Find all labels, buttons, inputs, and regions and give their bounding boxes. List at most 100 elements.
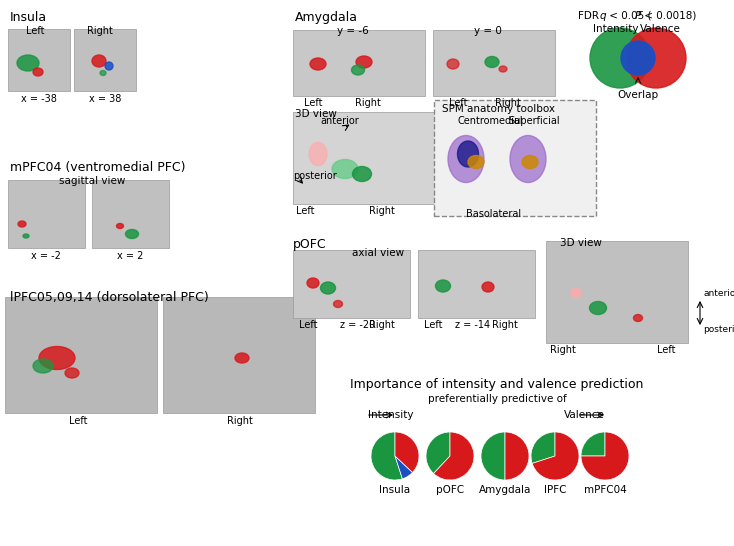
Bar bbox=[433, 30, 555, 96]
Ellipse shape bbox=[235, 353, 249, 363]
Bar bbox=[163, 297, 315, 413]
Text: Right: Right bbox=[550, 345, 576, 355]
Text: Right: Right bbox=[355, 98, 381, 108]
Ellipse shape bbox=[23, 234, 29, 238]
Ellipse shape bbox=[310, 58, 326, 70]
Text: sagittal view: sagittal view bbox=[59, 176, 126, 186]
Text: Right: Right bbox=[495, 98, 521, 108]
Ellipse shape bbox=[468, 156, 484, 169]
Text: Valence: Valence bbox=[564, 410, 605, 420]
Bar bbox=[8, 29, 70, 91]
Text: P: P bbox=[635, 11, 642, 21]
Wedge shape bbox=[532, 432, 579, 480]
Text: z = -20: z = -20 bbox=[341, 320, 376, 330]
Text: posterior: posterior bbox=[703, 325, 734, 335]
Ellipse shape bbox=[17, 55, 39, 71]
Ellipse shape bbox=[39, 347, 75, 370]
Text: Right: Right bbox=[87, 26, 113, 36]
Ellipse shape bbox=[448, 135, 484, 182]
Text: Centromedial: Centromedial bbox=[458, 116, 523, 126]
Bar bbox=[92, 180, 169, 248]
Bar bbox=[293, 30, 425, 96]
Wedge shape bbox=[531, 432, 555, 464]
Ellipse shape bbox=[100, 70, 106, 75]
Ellipse shape bbox=[33, 68, 43, 76]
Ellipse shape bbox=[332, 159, 358, 179]
Text: posterior: posterior bbox=[293, 171, 337, 181]
Bar bbox=[418, 250, 535, 318]
Text: Amygdala: Amygdala bbox=[295, 11, 358, 24]
Text: x = 38: x = 38 bbox=[89, 94, 121, 104]
Text: Left: Left bbox=[448, 98, 468, 108]
Ellipse shape bbox=[33, 359, 53, 373]
Text: Overlap: Overlap bbox=[617, 90, 658, 100]
Text: lPFC05,09,14 (dorsolateral PFC): lPFC05,09,14 (dorsolateral PFC) bbox=[10, 291, 208, 304]
Text: Basolateral: Basolateral bbox=[466, 209, 521, 219]
Ellipse shape bbox=[356, 56, 372, 68]
Circle shape bbox=[626, 28, 686, 88]
Text: Left: Left bbox=[304, 98, 322, 108]
Text: Left: Left bbox=[299, 320, 317, 330]
Ellipse shape bbox=[307, 278, 319, 288]
Ellipse shape bbox=[482, 282, 494, 292]
Text: q: q bbox=[600, 11, 606, 21]
Ellipse shape bbox=[309, 143, 327, 165]
Ellipse shape bbox=[589, 301, 606, 314]
Wedge shape bbox=[481, 432, 505, 480]
Ellipse shape bbox=[352, 167, 371, 181]
Text: < 0.05 (: < 0.05 ( bbox=[606, 11, 652, 21]
Text: Right: Right bbox=[492, 320, 518, 330]
Ellipse shape bbox=[18, 221, 26, 227]
Ellipse shape bbox=[510, 135, 546, 182]
Wedge shape bbox=[581, 432, 605, 456]
Text: pOFC: pOFC bbox=[293, 238, 327, 251]
Circle shape bbox=[590, 28, 650, 88]
Text: anterior: anterior bbox=[703, 289, 734, 299]
Bar bbox=[5, 297, 157, 413]
Wedge shape bbox=[434, 432, 474, 480]
Text: mPFC04 (ventromedial PFC): mPFC04 (ventromedial PFC) bbox=[10, 161, 186, 174]
Text: Intensity: Intensity bbox=[593, 24, 639, 34]
Ellipse shape bbox=[65, 368, 79, 378]
Wedge shape bbox=[426, 432, 450, 473]
Text: pOFC: pOFC bbox=[436, 485, 464, 495]
Wedge shape bbox=[581, 432, 629, 480]
Text: x = -38: x = -38 bbox=[21, 94, 57, 104]
Ellipse shape bbox=[570, 288, 581, 298]
Ellipse shape bbox=[447, 59, 459, 69]
Text: Superficial: Superficial bbox=[508, 116, 559, 126]
Bar bbox=[293, 250, 410, 318]
Ellipse shape bbox=[485, 56, 499, 68]
Text: Left: Left bbox=[69, 416, 87, 426]
Bar bbox=[74, 29, 136, 91]
Ellipse shape bbox=[117, 223, 123, 228]
Wedge shape bbox=[371, 432, 402, 480]
Text: FDR: FDR bbox=[578, 11, 603, 21]
FancyBboxPatch shape bbox=[434, 100, 596, 216]
Bar bbox=[546, 241, 688, 343]
Text: Importance of intensity and valence prediction: Importance of intensity and valence pred… bbox=[350, 378, 644, 391]
Ellipse shape bbox=[333, 300, 343, 307]
Text: Right: Right bbox=[369, 206, 395, 216]
Text: lPFC: lPFC bbox=[544, 485, 566, 495]
Ellipse shape bbox=[105, 62, 113, 70]
Wedge shape bbox=[395, 432, 419, 472]
Wedge shape bbox=[395, 456, 413, 479]
Text: Valence: Valence bbox=[639, 24, 680, 34]
Ellipse shape bbox=[522, 156, 538, 169]
Text: x = -2: x = -2 bbox=[31, 251, 61, 261]
Ellipse shape bbox=[126, 229, 139, 239]
Text: y = -6: y = -6 bbox=[337, 26, 369, 36]
Ellipse shape bbox=[92, 55, 106, 67]
Text: mPFC04: mPFC04 bbox=[584, 485, 626, 495]
Text: Intensity: Intensity bbox=[368, 410, 413, 420]
Text: Right: Right bbox=[369, 320, 395, 330]
Text: Right: Right bbox=[227, 416, 253, 426]
Circle shape bbox=[621, 41, 655, 75]
Wedge shape bbox=[505, 432, 529, 480]
Text: Insula: Insula bbox=[10, 11, 47, 24]
Ellipse shape bbox=[435, 280, 451, 292]
Text: Left: Left bbox=[424, 320, 443, 330]
Text: Left: Left bbox=[26, 26, 44, 36]
Text: y = 0: y = 0 bbox=[474, 26, 502, 36]
